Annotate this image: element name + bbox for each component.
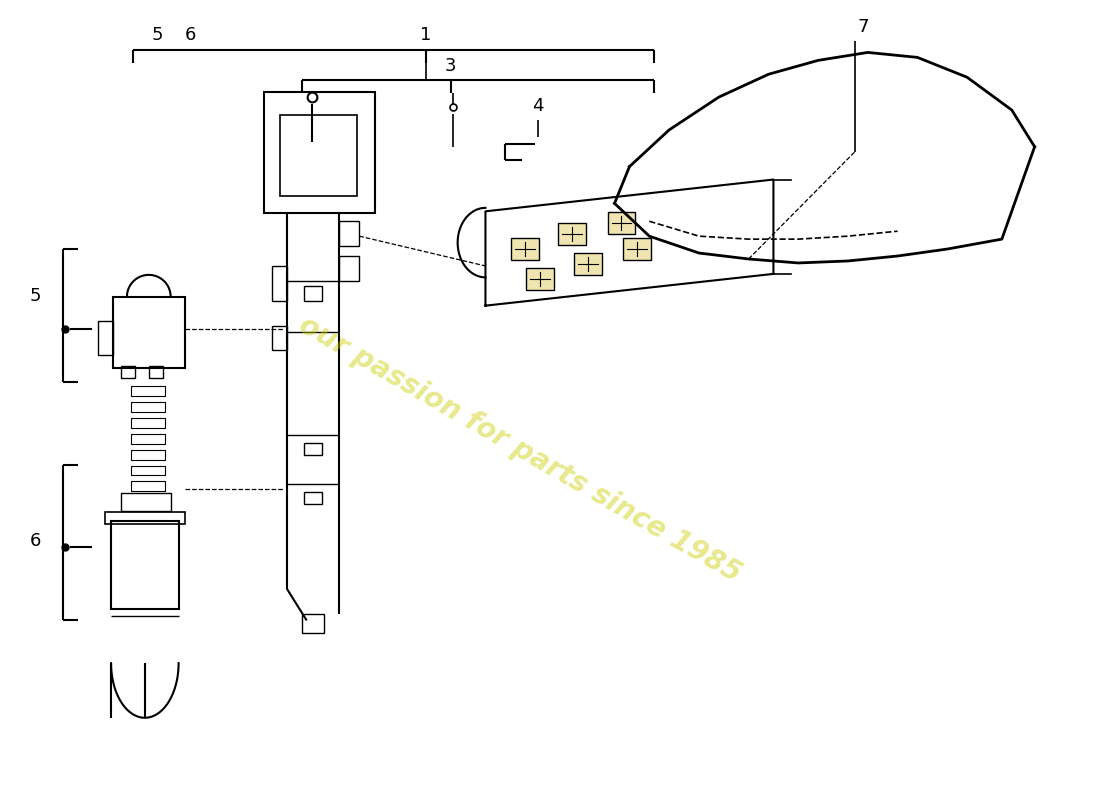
Bar: [272, 266, 287, 301]
Text: 6: 6: [30, 532, 42, 550]
Bar: [131, 418, 165, 428]
Text: 5: 5: [30, 286, 42, 305]
Bar: [558, 223, 585, 245]
Bar: [264, 92, 375, 214]
Bar: [340, 222, 360, 246]
Bar: [131, 402, 165, 412]
Bar: [106, 512, 185, 524]
Bar: [607, 212, 636, 234]
Bar: [131, 434, 165, 444]
Text: 5: 5: [152, 26, 164, 45]
Bar: [121, 366, 135, 378]
Text: our passion for parts since 1985: our passion for parts since 1985: [295, 311, 746, 588]
Bar: [111, 521, 178, 609]
Text: 3: 3: [444, 58, 456, 75]
Text: 6: 6: [185, 26, 196, 45]
Text: 1: 1: [420, 26, 431, 45]
Bar: [340, 256, 360, 281]
Text: 4: 4: [532, 97, 543, 115]
Bar: [304, 442, 321, 454]
Bar: [526, 268, 554, 290]
Bar: [272, 326, 287, 350]
Bar: [279, 115, 358, 197]
Bar: [121, 494, 170, 511]
Text: 7: 7: [858, 18, 869, 35]
Bar: [131, 386, 165, 396]
Bar: [148, 366, 163, 378]
Bar: [131, 466, 165, 475]
Bar: [301, 614, 323, 634]
Bar: [304, 492, 321, 504]
Bar: [304, 286, 321, 301]
Bar: [131, 482, 165, 491]
Bar: [98, 321, 113, 355]
Bar: [574, 253, 602, 275]
Bar: [131, 450, 165, 459]
Bar: [624, 238, 651, 260]
Bar: [512, 238, 539, 260]
Bar: [113, 297, 185, 368]
